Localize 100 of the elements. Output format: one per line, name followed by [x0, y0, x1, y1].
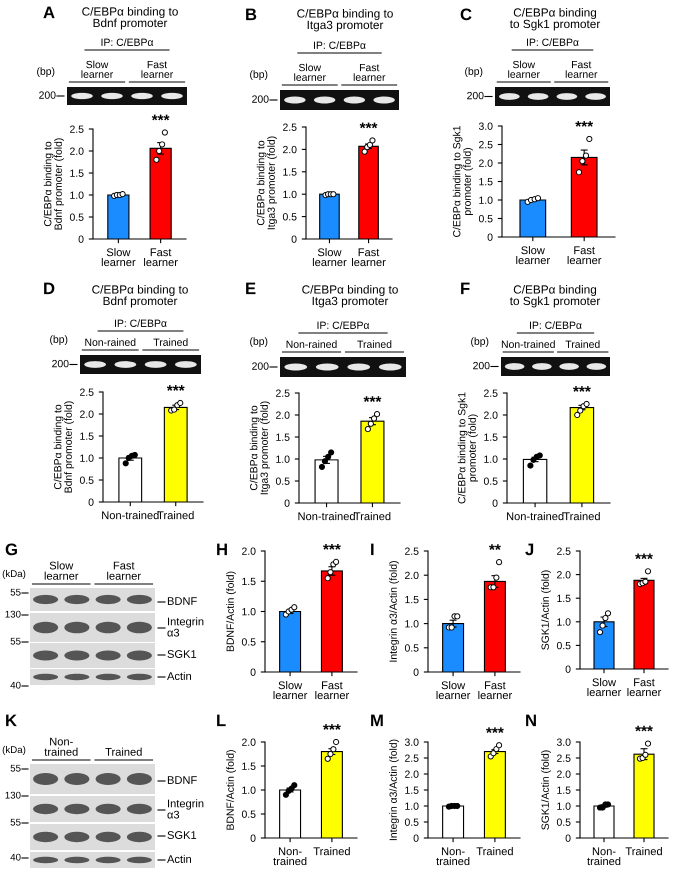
chart-title: C/EBPα binding to Itga3 promoter	[297, 9, 393, 32]
text: 200	[39, 91, 56, 99]
y-tick-label: 2.0	[276, 412, 290, 419]
y-tick-label: 2.5	[557, 548, 571, 555]
text: SGK1	[168, 650, 196, 658]
y-tick-label: 0	[250, 668, 256, 676]
text: Slow learner	[44, 561, 78, 580]
y-tick-label: 2.5	[405, 548, 419, 555]
y-axis-title: Integrin α3/Actin (fold)	[389, 740, 399, 840]
annotation: ***	[635, 553, 653, 560]
text: IP: C/EBPα	[530, 321, 582, 329]
y-tick-label: 2.0	[557, 770, 571, 778]
y-tick-label: 0	[292, 236, 297, 243]
text: 130	[6, 792, 21, 799]
text: 200	[473, 362, 490, 370]
y-tick-label: 0	[250, 834, 256, 842]
y-tick-label: 2.0	[70, 148, 84, 155]
text: 200	[467, 92, 484, 100]
y-tick-label: 1.5	[80, 432, 94, 440]
y-tick-label: 1.0	[405, 620, 419, 628]
x-tick-label: Trained	[564, 512, 600, 520]
text: 130	[6, 610, 21, 618]
y-tick-label: 1.0	[484, 456, 498, 463]
text: Slow learner	[81, 60, 114, 78]
x-tick-label: Slow learner	[516, 246, 550, 264]
chart-title: C/EBPα binding to Bdnf promoter	[82, 7, 178, 30]
annotation: ***	[152, 114, 170, 120]
text: 40	[10, 854, 21, 861]
y-axis-title: BDNF/Actin (fold)	[226, 572, 236, 652]
y-tick-label: 2.5	[70, 126, 84, 133]
x-tick-label: Fast learner	[478, 681, 512, 700]
chart-title: C/EBPα binding to Sgk1 promoter	[510, 285, 600, 308]
y-tick-label: 0.5	[556, 642, 571, 650]
text: Integrin α3	[167, 799, 204, 819]
y-tick-label: 1.5	[242, 578, 256, 586]
y-tick-label: 0	[284, 500, 290, 507]
y-tick-label: 0	[566, 834, 571, 842]
y-tick-label: 0.5	[404, 644, 419, 652]
y-tick-label: 2.0	[405, 770, 419, 778]
y-tick-label: 0.5	[242, 638, 256, 646]
y-tick-label: 2.0	[479, 160, 493, 167]
text: (kDa)	[2, 746, 26, 755]
y-tick-label: 2.5	[557, 754, 571, 762]
text: Slow learner	[294, 64, 326, 81]
x-tick-label: Slow learner	[274, 681, 308, 700]
x-tick-label: Slow learner	[436, 681, 470, 700]
y-tick-label: 1.5	[405, 596, 419, 604]
annotation: ***	[166, 385, 185, 391]
y-tick-label: 1.0	[242, 608, 256, 616]
text: Slow learner	[508, 60, 540, 78]
x-tick-label: Non- trained	[587, 847, 620, 866]
y-tick-label: 2.5	[80, 388, 94, 396]
y-tick-label: 1.0	[70, 192, 84, 199]
text: G	[6, 543, 17, 556]
text: 55	[10, 764, 21, 772]
y-axis-title: C/EBPα binding to Sgk1 promoter (fold)	[458, 392, 478, 504]
y-tick-label: 3.0	[404, 738, 419, 746]
text: (bp)	[471, 337, 488, 347]
x-tick-label: Fast learner	[315, 681, 350, 700]
x-tick-label: Non- trained	[436, 847, 470, 866]
y-tick-label: 2.0	[242, 738, 256, 746]
y-tick-label: 2.0	[283, 146, 297, 154]
y-tick-label: 1.5	[276, 434, 290, 441]
text: Integrin α3	[167, 617, 204, 637]
x-tick-label: Slow learner	[102, 248, 136, 266]
text: J	[525, 544, 534, 556]
y-tick-label: 0.5	[276, 478, 290, 485]
text: Fast learner	[354, 64, 386, 81]
text: 40	[10, 682, 21, 689]
y-tick-label: 0.5	[242, 810, 256, 818]
y-tick-label: 0.5	[282, 213, 297, 220]
text: Non-rained	[286, 340, 337, 348]
text: Actin	[167, 854, 191, 863]
y-tick-label: 2.0	[242, 548, 256, 555]
x-tick-label: Fast learner	[352, 248, 386, 266]
y-tick-label: 1.0	[405, 802, 419, 810]
y-tick-label: 1.0	[557, 618, 571, 626]
y-tick-label: 1.5	[557, 594, 571, 602]
text: Non- trained	[44, 738, 78, 756]
y-tick-label: 2.5	[276, 390, 290, 397]
y-tick-label: 0	[414, 834, 419, 842]
y-axis-title: SGK1/Actin (fold)	[541, 570, 551, 650]
y-tick-label: 0	[488, 234, 493, 241]
y-tick-label: 0.5	[478, 215, 493, 222]
y-tick-label: 1.5	[242, 762, 256, 770]
text: 200	[252, 95, 269, 103]
y-tick-label: 2.5	[484, 390, 498, 397]
y-tick-label: 2.0	[80, 410, 94, 418]
text: H	[217, 544, 227, 556]
x-tick-label: Non-trained	[298, 512, 355, 520]
text: K	[6, 714, 17, 726]
text: Non-rained	[85, 338, 136, 346]
chart-title: C/EBPα binding to Bdnf promoter	[92, 285, 188, 308]
y-axis-title: BDNF/Actin (fold)	[226, 750, 236, 830]
y-tick-label: 0.5	[70, 214, 84, 221]
y-tick-label: 3.0	[556, 738, 571, 746]
text: A	[43, 6, 55, 18]
y-tick-label: 1.5	[405, 786, 419, 794]
y-tick-label: 1.0	[283, 190, 297, 198]
text: (bp)	[465, 67, 482, 77]
